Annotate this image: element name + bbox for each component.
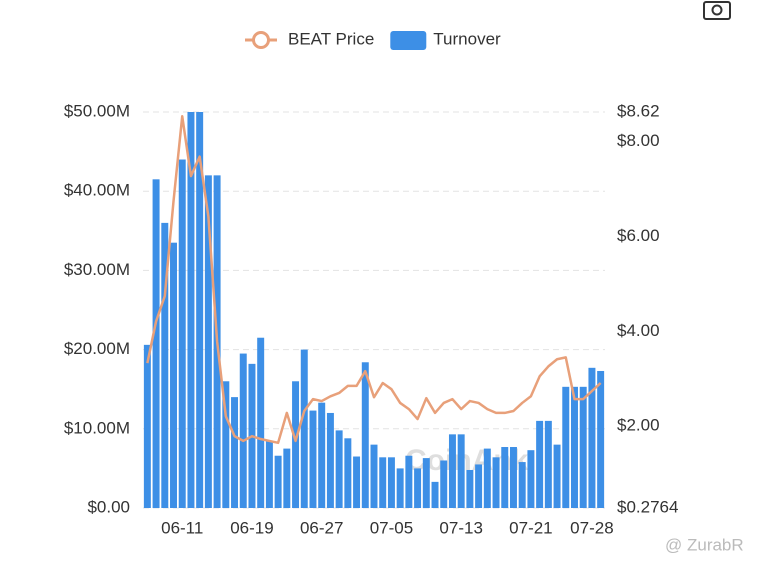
bar [483, 448, 491, 508]
x-tick-label: 06-19 [230, 518, 273, 537]
bar [170, 242, 177, 508]
bar [405, 455, 413, 508]
bar [187, 112, 195, 508]
bar [492, 457, 500, 508]
bar [571, 386, 578, 508]
x-tick-label: 06-11 [161, 518, 203, 537]
bar [536, 420, 544, 508]
bar [562, 386, 570, 508]
bar [178, 159, 186, 508]
bar [414, 468, 422, 508]
y2-tick-label: $8.00 [617, 131, 660, 150]
y2-tick-label: $4.00 [617, 321, 660, 340]
bar [283, 448, 291, 508]
bar [274, 455, 282, 508]
bar [509, 447, 517, 508]
bar [518, 462, 526, 508]
bar [466, 469, 474, 508]
bar [553, 444, 561, 508]
bar [544, 420, 552, 508]
x-tick-label: 07-05 [370, 518, 413, 537]
bar [161, 222, 169, 508]
bar [335, 430, 343, 508]
y2-tick-label: $2.00 [617, 416, 660, 435]
bar [527, 450, 535, 508]
y-tick-label: $50.00M [64, 101, 130, 120]
bar [309, 410, 317, 508]
y-tick-label: $10.00M [64, 418, 130, 437]
y2-tick-label: $0.2764 [617, 497, 678, 516]
bar [300, 349, 308, 508]
legend-item: Turnover [390, 29, 501, 50]
bar [257, 337, 265, 508]
bar [318, 402, 326, 508]
bar [292, 381, 300, 508]
bar [344, 438, 352, 508]
x-tick-label: 07-21 [509, 518, 552, 537]
bar [353, 456, 361, 508]
bar [239, 353, 247, 508]
bar [387, 457, 395, 508]
y-tick-label: $20.00M [64, 339, 130, 358]
legend-swatch [390, 31, 427, 50]
bar [231, 397, 239, 508]
x-tick-label: 07-28 [570, 518, 613, 537]
bar [501, 447, 509, 508]
y2-tick-label: $8.62 [617, 101, 660, 120]
legend-swatch [252, 31, 270, 49]
bar [379, 457, 387, 508]
bar [152, 179, 160, 508]
legend-item: BEAT Price [245, 29, 374, 49]
bar [196, 112, 204, 508]
price-line [146, 115, 602, 445]
x-tick-label: 06-27 [300, 518, 343, 537]
y-tick-label: $0.00 [87, 497, 130, 516]
bar [361, 362, 369, 508]
bar [457, 434, 465, 508]
bar [579, 386, 587, 508]
camera-icon[interactable] [703, 1, 731, 20]
bar [440, 460, 448, 508]
bar [597, 370, 605, 508]
bar [422, 458, 430, 508]
legend-label: Turnover [433, 29, 501, 48]
y-tick-label: $30.00M [64, 260, 130, 279]
legend-label: BEAT Price [288, 29, 374, 48]
bar [475, 464, 483, 508]
bar [448, 434, 456, 508]
bar [265, 440, 273, 508]
bar [204, 175, 212, 509]
bar [588, 367, 596, 508]
y-tick-label: $40.00M [64, 181, 130, 200]
bar [222, 381, 230, 508]
bar [396, 468, 404, 508]
bar [370, 444, 378, 508]
x-tick-label: 07-13 [439, 518, 482, 537]
y2-tick-label: $6.00 [617, 226, 660, 245]
bar [143, 344, 151, 508]
bar [326, 412, 334, 508]
bar [431, 481, 439, 508]
credit: @ ZurabR [665, 535, 744, 554]
